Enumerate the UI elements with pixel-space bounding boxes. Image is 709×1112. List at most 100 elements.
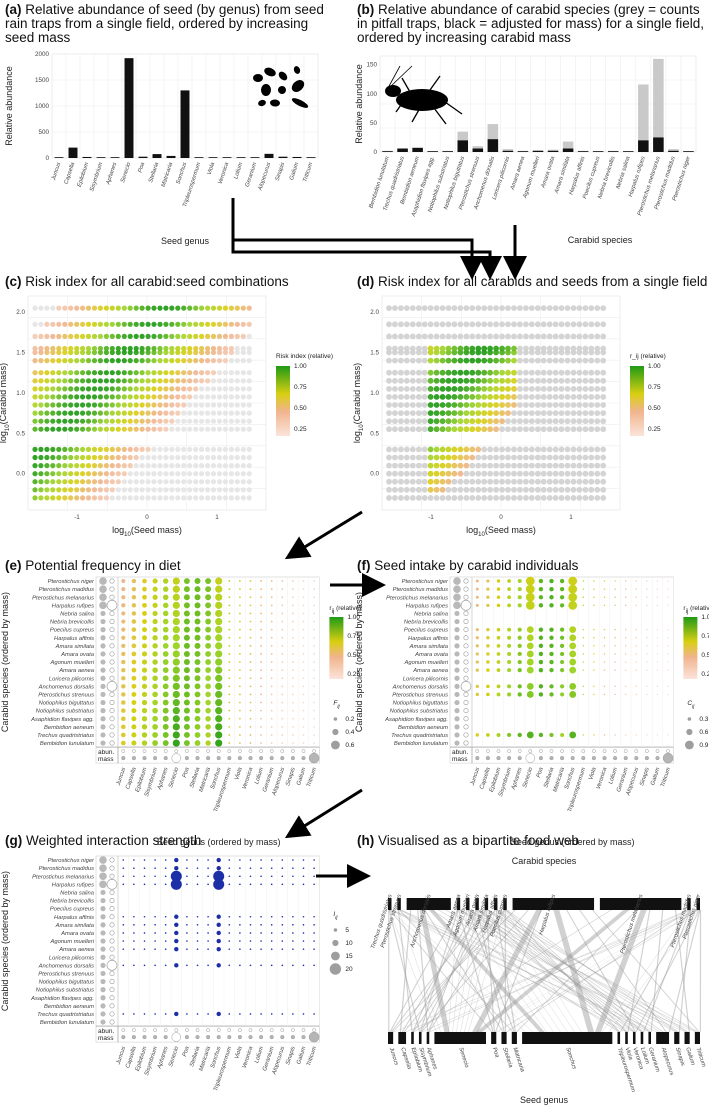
- point: [216, 418, 223, 424]
- point: [62, 370, 68, 376]
- cell-dot: [131, 732, 137, 738]
- point: [588, 386, 595, 392]
- point: [457, 402, 464, 408]
- point: [534, 402, 541, 408]
- cell-dot: [121, 603, 126, 608]
- point: [445, 495, 452, 501]
- cell-dot: [228, 725, 231, 728]
- col-abundance-dot: [301, 1028, 306, 1032]
- point: [80, 495, 86, 501]
- cell-dot: [646, 628, 648, 631]
- point: [151, 370, 157, 376]
- cell-dot: [635, 693, 637, 696]
- x-tick: 1: [215, 514, 219, 521]
- col-label-senecio: Senecio: [522, 766, 534, 789]
- cell-dot: [228, 653, 231, 655]
- cell-dot: [270, 940, 273, 942]
- point: [576, 418, 583, 425]
- point: [38, 495, 44, 501]
- point: [481, 410, 488, 416]
- point: [175, 426, 181, 432]
- point: [469, 345, 476, 352]
- point: [451, 478, 458, 485]
- cell-dot: [216, 914, 221, 919]
- point: [481, 377, 488, 384]
- point: [433, 394, 440, 400]
- point: [517, 305, 523, 311]
- row-mass-dot: [100, 699, 106, 706]
- point: [103, 386, 109, 392]
- point: [576, 305, 583, 311]
- point: [415, 470, 422, 477]
- cell-dot: [228, 915, 231, 918]
- point: [145, 410, 151, 416]
- point: [157, 487, 163, 493]
- mass-label: mass: [452, 756, 468, 763]
- point: [505, 333, 511, 340]
- point: [582, 377, 589, 384]
- top-node: [484, 898, 489, 910]
- point: [121, 418, 127, 424]
- cell-dot: [174, 963, 179, 968]
- point: [228, 446, 234, 452]
- row-mass-dot: [100, 906, 106, 912]
- point: [523, 357, 529, 364]
- link: [399, 910, 650, 1032]
- point: [570, 478, 577, 485]
- point: [181, 321, 187, 327]
- col-mass-dot: [525, 753, 536, 763]
- cell-dot: [475, 579, 479, 583]
- col-mass-dot: [301, 1035, 306, 1040]
- point: [115, 349, 121, 356]
- point: [80, 370, 86, 376]
- beetle-leg: [401, 77, 411, 93]
- cell-dot: [313, 677, 315, 680]
- point: [32, 386, 38, 392]
- cell-dot: [228, 859, 231, 861]
- point: [445, 345, 452, 352]
- point: [546, 470, 553, 477]
- point: [499, 462, 505, 469]
- x-tick-triticum: Triticum: [302, 162, 314, 183]
- cell-dot: [215, 690, 223, 699]
- point: [139, 402, 145, 408]
- point: [133, 305, 139, 311]
- top-node: [512, 898, 595, 910]
- cell-dot: [122, 964, 125, 967]
- point: [205, 454, 211, 461]
- point: [552, 386, 559, 392]
- point: [445, 305, 452, 311]
- cell-dot: [313, 859, 315, 861]
- cell-dot: [154, 883, 156, 886]
- point: [415, 333, 422, 340]
- cell-dot: [131, 643, 137, 649]
- cell-dot: [131, 659, 137, 665]
- point: [157, 402, 163, 408]
- point: [403, 426, 410, 433]
- cell-dot: [538, 595, 544, 600]
- cell-dot: [172, 698, 180, 707]
- point: [505, 402, 511, 408]
- point: [127, 349, 133, 356]
- point: [199, 454, 205, 461]
- point: [552, 305, 559, 311]
- point: [199, 349, 205, 356]
- cell-dot: [142, 619, 147, 624]
- point: [50, 386, 56, 392]
- row-label-14: Pterostichus strenuus: [392, 692, 448, 698]
- cell-dot: [215, 731, 223, 739]
- cell-dot: [302, 709, 305, 712]
- size-legend-dot: [687, 717, 692, 721]
- cell-dot: [560, 684, 565, 689]
- point: [157, 410, 163, 416]
- col-label-lolium: Lolium: [254, 767, 265, 785]
- y-tick: 50: [370, 120, 378, 127]
- cell-dot: [260, 701, 262, 704]
- point: [228, 487, 234, 493]
- point: [403, 446, 410, 453]
- col-mass-dot: [153, 756, 158, 761]
- point: [175, 370, 181, 376]
- point: [534, 446, 541, 453]
- point: [145, 305, 151, 311]
